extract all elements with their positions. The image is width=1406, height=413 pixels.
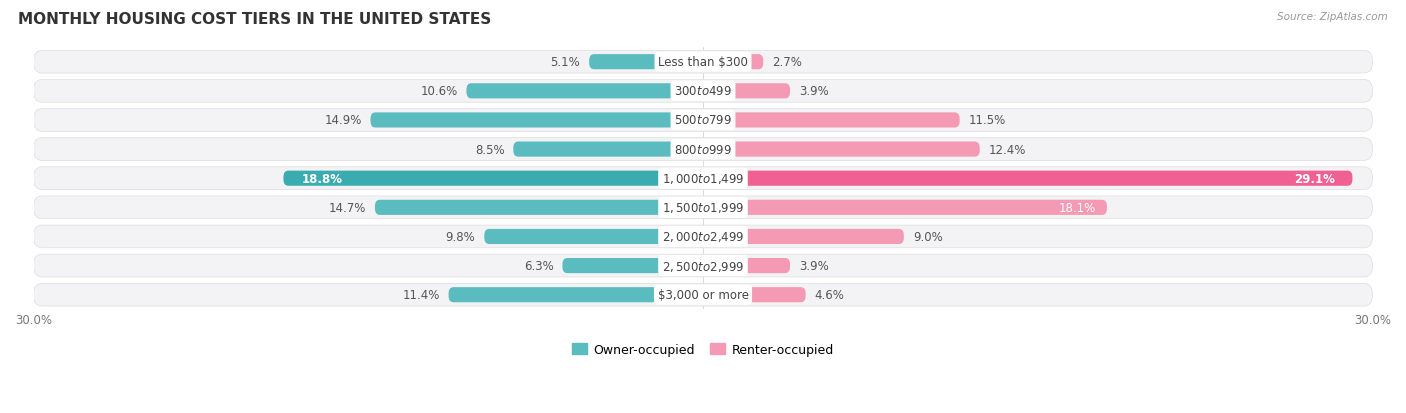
Text: 29.1%: 29.1%: [1294, 172, 1334, 185]
FancyBboxPatch shape: [34, 284, 1372, 306]
FancyBboxPatch shape: [34, 109, 1372, 132]
FancyBboxPatch shape: [375, 200, 703, 216]
Text: 8.5%: 8.5%: [475, 143, 505, 156]
Text: $2,500 to $2,999: $2,500 to $2,999: [662, 259, 744, 273]
FancyBboxPatch shape: [703, 171, 1353, 186]
FancyBboxPatch shape: [703, 84, 790, 99]
Text: 18.1%: 18.1%: [1059, 202, 1095, 214]
FancyBboxPatch shape: [34, 80, 1372, 103]
FancyBboxPatch shape: [589, 55, 703, 70]
Text: 11.5%: 11.5%: [969, 114, 1005, 127]
Text: 5.1%: 5.1%: [551, 56, 581, 69]
Text: 14.7%: 14.7%: [329, 202, 366, 214]
FancyBboxPatch shape: [562, 259, 703, 273]
Text: 18.8%: 18.8%: [301, 172, 342, 185]
Text: 14.9%: 14.9%: [325, 114, 361, 127]
Text: 9.8%: 9.8%: [446, 230, 475, 243]
FancyBboxPatch shape: [467, 84, 703, 99]
Text: $300 to $499: $300 to $499: [673, 85, 733, 98]
FancyBboxPatch shape: [34, 167, 1372, 190]
Text: 3.9%: 3.9%: [799, 259, 828, 273]
Text: $3,000 or more: $3,000 or more: [658, 289, 748, 301]
Legend: Owner-occupied, Renter-occupied: Owner-occupied, Renter-occupied: [568, 338, 838, 361]
Text: 11.4%: 11.4%: [402, 289, 440, 301]
Text: 4.6%: 4.6%: [814, 289, 845, 301]
Text: $2,000 to $2,499: $2,000 to $2,499: [662, 230, 744, 244]
FancyBboxPatch shape: [484, 229, 703, 244]
Text: $500 to $799: $500 to $799: [673, 114, 733, 127]
Text: $800 to $999: $800 to $999: [673, 143, 733, 156]
Text: $1,500 to $1,999: $1,500 to $1,999: [662, 201, 744, 215]
Text: 3.9%: 3.9%: [799, 85, 828, 98]
Text: MONTHLY HOUSING COST TIERS IN THE UNITED STATES: MONTHLY HOUSING COST TIERS IN THE UNITED…: [18, 12, 492, 27]
FancyBboxPatch shape: [284, 171, 703, 186]
FancyBboxPatch shape: [371, 113, 703, 128]
FancyBboxPatch shape: [34, 254, 1372, 277]
FancyBboxPatch shape: [703, 113, 960, 128]
FancyBboxPatch shape: [513, 142, 703, 157]
FancyBboxPatch shape: [703, 229, 904, 244]
FancyBboxPatch shape: [703, 55, 763, 70]
FancyBboxPatch shape: [34, 138, 1372, 161]
FancyBboxPatch shape: [449, 287, 703, 303]
Text: 9.0%: 9.0%: [912, 230, 942, 243]
FancyBboxPatch shape: [703, 200, 1107, 216]
FancyBboxPatch shape: [703, 259, 790, 273]
Text: 12.4%: 12.4%: [988, 143, 1026, 156]
Text: $1,000 to $1,499: $1,000 to $1,499: [662, 172, 744, 186]
FancyBboxPatch shape: [34, 197, 1372, 219]
Text: 6.3%: 6.3%: [523, 259, 554, 273]
FancyBboxPatch shape: [703, 287, 806, 303]
FancyBboxPatch shape: [34, 51, 1372, 74]
FancyBboxPatch shape: [34, 225, 1372, 248]
Text: Less than $300: Less than $300: [658, 56, 748, 69]
FancyBboxPatch shape: [703, 142, 980, 157]
Text: 10.6%: 10.6%: [420, 85, 457, 98]
Text: Source: ZipAtlas.com: Source: ZipAtlas.com: [1277, 12, 1388, 22]
Text: 2.7%: 2.7%: [772, 56, 801, 69]
